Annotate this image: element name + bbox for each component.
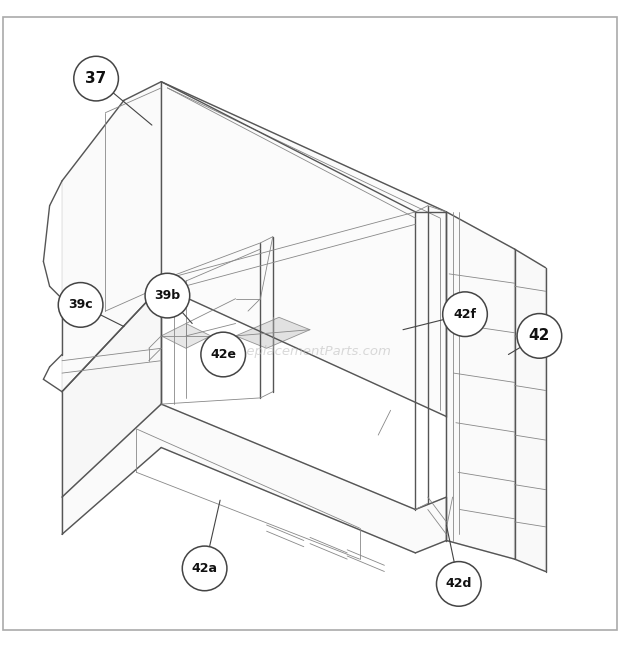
Circle shape bbox=[182, 546, 227, 591]
Text: eReplacementParts.com: eReplacementParts.com bbox=[229, 345, 391, 358]
Text: 37: 37 bbox=[86, 71, 107, 86]
Circle shape bbox=[443, 292, 487, 336]
Circle shape bbox=[145, 273, 190, 318]
Circle shape bbox=[58, 283, 103, 327]
Polygon shape bbox=[62, 82, 161, 391]
Polygon shape bbox=[161, 82, 446, 417]
Text: 42f: 42f bbox=[453, 308, 477, 321]
Polygon shape bbox=[236, 317, 310, 348]
Text: 42: 42 bbox=[529, 329, 550, 344]
Text: 39b: 39b bbox=[154, 289, 180, 302]
Text: 42e: 42e bbox=[210, 348, 236, 361]
Polygon shape bbox=[161, 324, 211, 348]
Polygon shape bbox=[62, 287, 161, 497]
Circle shape bbox=[517, 314, 562, 358]
Text: 39c: 39c bbox=[68, 298, 93, 311]
Polygon shape bbox=[446, 212, 515, 559]
Polygon shape bbox=[62, 404, 446, 553]
Polygon shape bbox=[515, 249, 546, 571]
Circle shape bbox=[74, 56, 118, 101]
Circle shape bbox=[436, 562, 481, 606]
Text: 42d: 42d bbox=[446, 577, 472, 591]
Circle shape bbox=[201, 332, 246, 377]
Text: 42a: 42a bbox=[192, 562, 218, 575]
